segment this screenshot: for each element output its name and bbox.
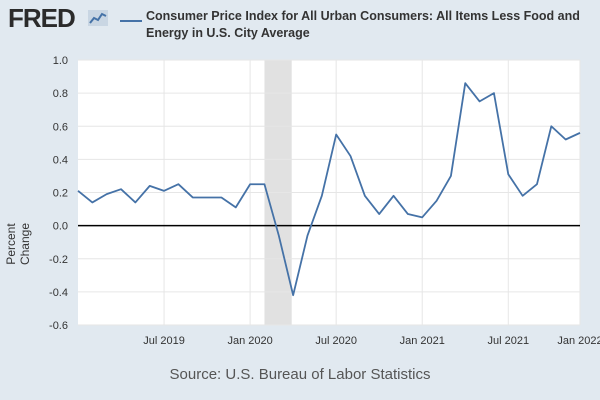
y-tick-label: -0.6 bbox=[49, 320, 68, 332]
fred-chart-icon bbox=[88, 10, 108, 26]
source-note: Source: U.S. Bureau of Labor Statistics bbox=[169, 366, 431, 383]
y-tick-label: 0.6 bbox=[53, 121, 68, 133]
legend-swatch bbox=[120, 20, 142, 22]
y-tick-label: 0.2 bbox=[53, 188, 68, 200]
x-tick-label: Jul 2020 bbox=[315, 335, 357, 347]
x-tick-label: Jan 2022 bbox=[557, 335, 600, 347]
legend-label[interactable]: Consumer Price Index for All Urban Consu… bbox=[146, 9, 580, 40]
y-tick-label: 0.0 bbox=[53, 221, 68, 233]
x-tick-label: Jul 2021 bbox=[487, 335, 529, 347]
fred-logo[interactable]: FRED bbox=[8, 3, 76, 33]
y-tick-label: -0.4 bbox=[49, 287, 68, 299]
chart-area: 1.0 0.8 0.6 0.4 0.2 0.0 -0.2 -0.4 -0.6 Jul 2019 Ja… bbox=[0, 50, 600, 360]
y-axis-label: Percent Change bbox=[4, 222, 32, 266]
line-chart[interactable]: 1.0 0.8 0.6 0.4 0.2 0.0 -0.2 -0.4 -0.6 Jul 2019 Ja… bbox=[0, 50, 600, 360]
x-tick-label: Jan 2020 bbox=[227, 335, 272, 347]
y-tick-label: 0.4 bbox=[53, 154, 68, 166]
x-tick-label: Jul 2019 bbox=[143, 335, 185, 347]
y-tick-label: 1.0 bbox=[53, 55, 68, 67]
y-tick-label: 0.8 bbox=[53, 88, 68, 100]
y-tick-label: -0.2 bbox=[49, 254, 68, 266]
series-line bbox=[77, 82, 581, 297]
x-tick-label: Jan 2021 bbox=[400, 335, 445, 347]
header: FRED Consumer Price Index for All Urban … bbox=[0, 0, 600, 50]
